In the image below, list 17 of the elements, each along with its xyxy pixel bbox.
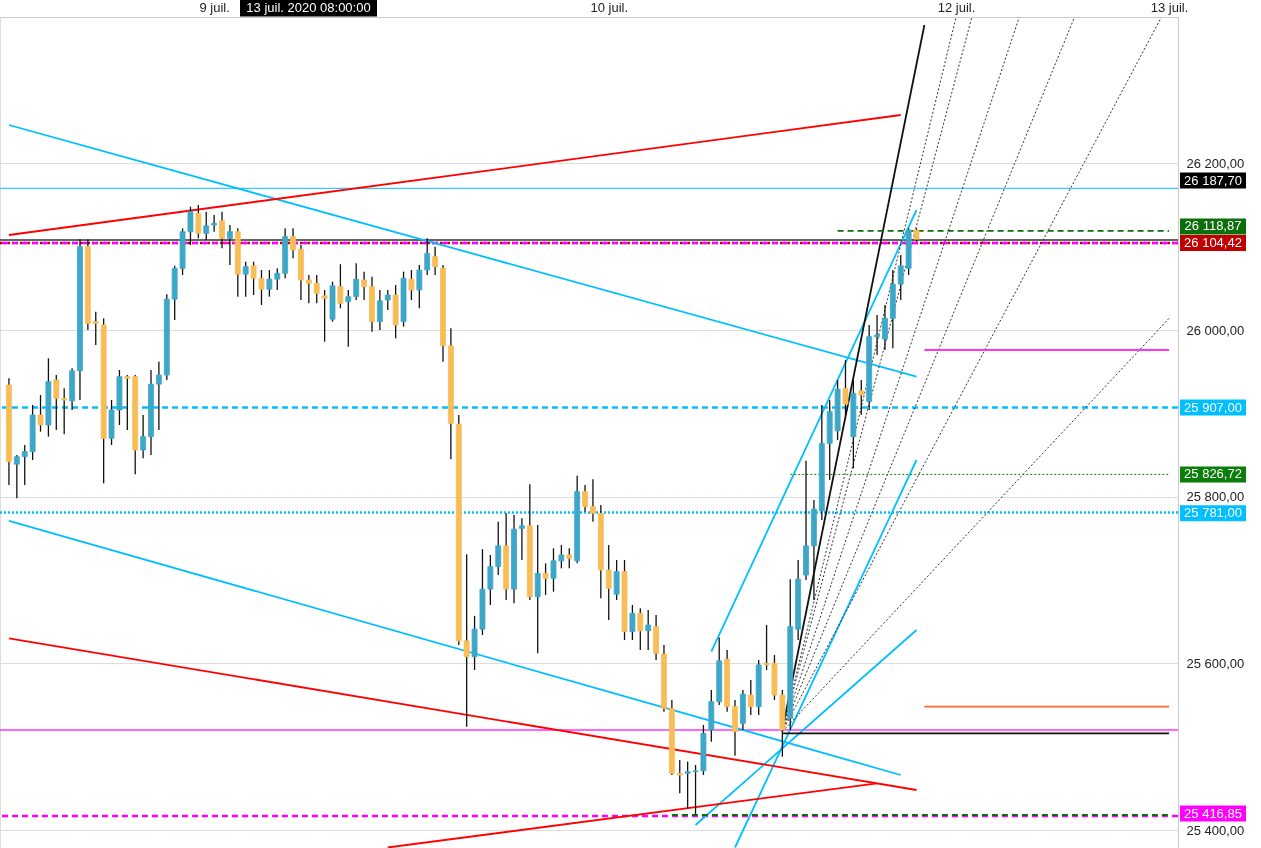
ref-line-label: 25 416,85 [1184, 805, 1242, 821]
y-tick-label: 25 600,00 [1186, 655, 1245, 671]
y-tick-label: 26 200,00 [1186, 155, 1245, 171]
series-label: 26 118,87 [1184, 218, 1242, 234]
ref-line-label: 25 781,00 [1184, 505, 1242, 521]
y-tick-label: 25 800,00 [1186, 489, 1245, 505]
series-label: 25 826,72 [1184, 466, 1242, 482]
x-tick-label: 10 juil. [590, 0, 629, 15]
text: 26 187,70 [1184, 172, 1242, 188]
ref-line-label: 26 104,42 [1184, 234, 1242, 250]
y-tick-label: 25 400,00 [1186, 822, 1245, 838]
x-tick-label: 9 juil. [199, 0, 230, 15]
y-tick-label: 26 000,00 [1186, 322, 1245, 338]
x-tick-label: 12 juil. [937, 0, 976, 15]
ref-line-label: 25 907,00 [1184, 399, 1242, 415]
text: 13 juil. 2020 08:00:00 [246, 0, 371, 15]
x-tick-label: 13 juil. [1150, 0, 1189, 15]
